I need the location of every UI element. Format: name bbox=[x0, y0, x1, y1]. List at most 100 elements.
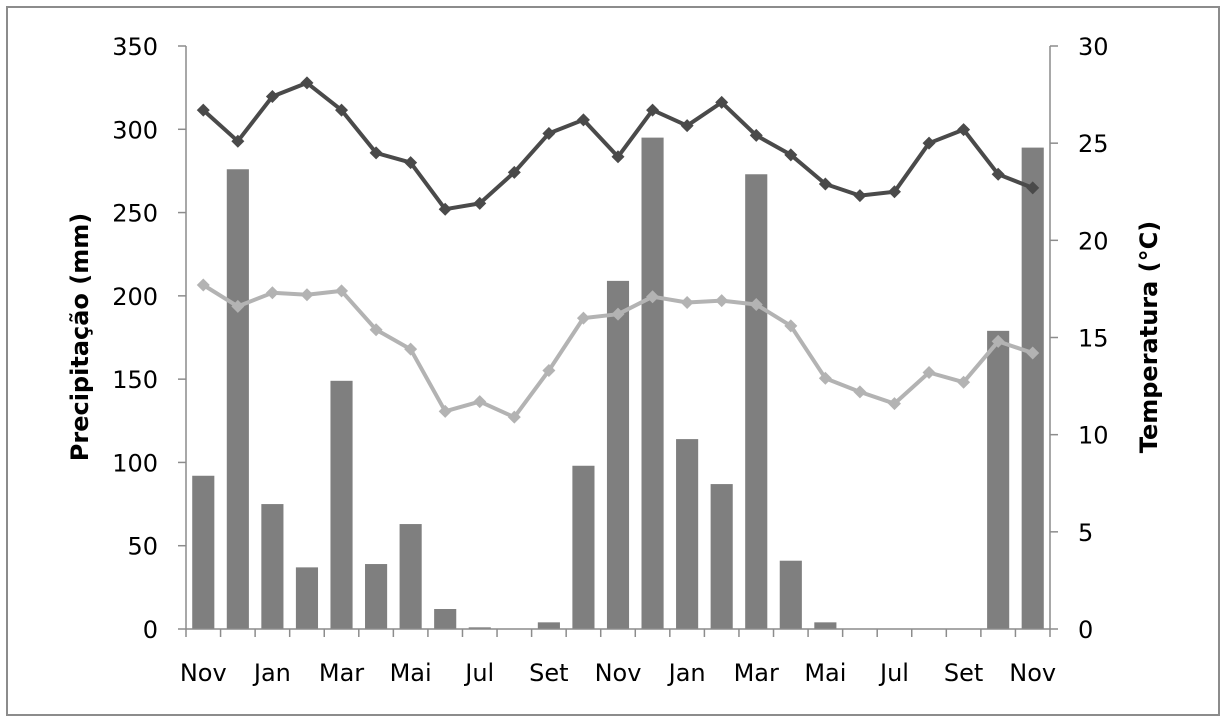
y-tick-label: 250 bbox=[112, 200, 158, 228]
y2-tick-label: 10 bbox=[1078, 422, 1109, 450]
temperature-max-point bbox=[646, 103, 660, 117]
temperature-min-point bbox=[611, 307, 625, 321]
temperature-max-point bbox=[887, 185, 901, 199]
precipitation-bar bbox=[365, 564, 388, 629]
left-axis-ticks: 0 50 100 150 200 250 300 350 bbox=[112, 33, 186, 644]
temperature-min-point bbox=[542, 364, 556, 378]
x-tick-label: Jul bbox=[463, 659, 494, 687]
precipitation-bar bbox=[641, 137, 664, 629]
temperature-max-point bbox=[473, 196, 487, 210]
temperature-max-point bbox=[404, 156, 418, 170]
temperature-max-point bbox=[335, 103, 349, 117]
temperature-min-point bbox=[680, 296, 694, 310]
temperature-min-point bbox=[300, 288, 314, 302]
temperature-min-point bbox=[922, 365, 936, 379]
temperature-min-point bbox=[749, 297, 763, 311]
precipitation-bar bbox=[468, 627, 491, 629]
temperature-max-point bbox=[749, 128, 763, 142]
temperature-max-point bbox=[507, 165, 521, 179]
precipitation-bar bbox=[434, 609, 457, 629]
y2-tick-label: 30 bbox=[1078, 33, 1109, 61]
temperature-min-point bbox=[335, 284, 349, 298]
temperature-min-point bbox=[473, 395, 487, 409]
temperature-max-point bbox=[1026, 181, 1040, 195]
temperature-max-point bbox=[576, 113, 590, 127]
temperature-min-point bbox=[438, 404, 452, 418]
temperature-min-point bbox=[887, 397, 901, 411]
y-tick-label: 200 bbox=[112, 283, 158, 311]
precipitation-bar bbox=[745, 174, 768, 629]
y-tick-label: 350 bbox=[112, 33, 158, 61]
right-axis-ticks: 0 5 10 15 20 25 30 bbox=[1050, 33, 1109, 644]
precipitation-bar bbox=[710, 484, 733, 629]
temperature-max-point bbox=[784, 148, 798, 162]
temperature-max-point bbox=[369, 146, 383, 160]
x-tick-label: Mai bbox=[390, 659, 432, 687]
x-tick-label: Jan bbox=[252, 659, 291, 687]
precipitation-bar bbox=[537, 622, 560, 629]
precipitation-bar bbox=[330, 380, 353, 629]
precipitation-bar bbox=[572, 465, 595, 629]
temperature-min-point bbox=[369, 323, 383, 337]
temperature-min-point bbox=[507, 410, 521, 424]
temperature-max-point bbox=[957, 123, 971, 137]
temperature-max-point bbox=[818, 177, 832, 191]
precipitation-bars bbox=[192, 137, 1044, 629]
y-tick-label: 100 bbox=[112, 449, 158, 477]
temperature-min-point bbox=[715, 294, 729, 308]
temperature-max-point bbox=[922, 136, 936, 150]
precipitation-bar bbox=[676, 439, 699, 629]
temperature-max-point bbox=[265, 90, 279, 104]
y2-tick-label: 5 bbox=[1078, 519, 1093, 547]
precipitation-bar bbox=[1021, 147, 1044, 629]
temperature-min-point bbox=[818, 371, 832, 385]
x-tick-label: Jul bbox=[878, 659, 909, 687]
x-tick-label: Set bbox=[529, 659, 568, 687]
y-tick-label: 50 bbox=[127, 533, 158, 561]
x-tick-label: Nov bbox=[595, 659, 642, 687]
y2-tick-label: 0 bbox=[1078, 616, 1093, 644]
temperature-min-point bbox=[991, 334, 1005, 348]
y2-axis-label: Temperatura (°C) bbox=[1135, 221, 1163, 453]
temperature-max-point bbox=[542, 126, 556, 140]
y-tick-label: 300 bbox=[112, 116, 158, 144]
temperature-min-point bbox=[576, 311, 590, 325]
temperature-min-point bbox=[646, 290, 660, 304]
temperature-max-point bbox=[715, 95, 729, 109]
y2-tick-label: 20 bbox=[1078, 227, 1109, 255]
x-tick-label: Mai bbox=[804, 659, 846, 687]
temperature-max-point bbox=[438, 202, 452, 216]
y-tick-label: 150 bbox=[112, 366, 158, 394]
temperature-max-point bbox=[853, 189, 867, 203]
precipitation-bar bbox=[987, 330, 1010, 629]
temperature-max-point bbox=[991, 167, 1005, 181]
temperature-max-point bbox=[611, 150, 625, 164]
temperature-min-point bbox=[265, 286, 279, 300]
temperature-min-point bbox=[1026, 346, 1040, 360]
x-tick-label: Nov bbox=[1009, 659, 1056, 687]
precipitation-bar bbox=[606, 280, 630, 629]
precipitation-bar bbox=[779, 560, 802, 629]
temperature-max-point bbox=[231, 134, 245, 148]
y-tick-label: 0 bbox=[143, 616, 158, 644]
temperature-min-point bbox=[784, 319, 798, 333]
x-tick-label: Mar bbox=[319, 659, 364, 687]
x-axis-ticks: Nov Jan Mar Mai Jul Set Nov Jan Mar Mai Jul Set Nov bbox=[180, 629, 1056, 687]
x-tick-label: Set bbox=[944, 659, 983, 687]
precipitation-bar bbox=[295, 567, 319, 629]
temperature-max-point bbox=[680, 119, 694, 133]
precipitation-bar bbox=[814, 622, 837, 629]
precipitation-bar bbox=[192, 475, 215, 629]
temperature-max-point bbox=[300, 76, 314, 90]
x-tick-label: Mar bbox=[734, 659, 779, 687]
x-tick-label: Jan bbox=[667, 659, 706, 687]
precipitation-bar bbox=[399, 524, 422, 629]
temperature-min-point bbox=[196, 278, 210, 292]
temperature-max-point bbox=[196, 103, 210, 117]
temperature-lines bbox=[196, 76, 1040, 424]
precipitation-bar bbox=[261, 504, 284, 629]
temperature-min-point bbox=[231, 299, 245, 313]
temperature-min-point bbox=[404, 342, 418, 356]
y-axis-label: Precipitação (mm) bbox=[66, 213, 94, 461]
